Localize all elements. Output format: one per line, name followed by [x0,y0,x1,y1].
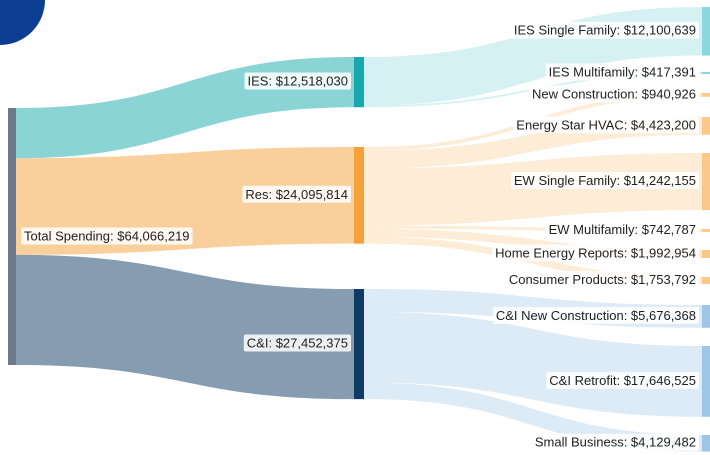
node-label: Energy Star HVAC: $4,423,200 [516,117,696,132]
node [702,117,710,135]
label-background [510,21,699,39]
label-background [244,72,351,90]
label-background [242,185,351,203]
node [702,277,710,285]
node [702,229,710,232]
node-label: Small Business: $4,129,482 [535,435,696,450]
link [364,311,702,417]
label-background [545,63,699,81]
node [354,289,364,400]
node [702,346,710,417]
node [354,57,364,108]
label-background [513,116,699,134]
label-background [510,172,699,190]
label-background [492,244,699,262]
node-label: EW Multifamily: $742,787 [549,222,696,237]
node-label: Home Energy Reports: $1,992,954 [495,245,696,260]
corner-badge [0,0,45,45]
node [8,108,16,365]
label-background [546,371,699,389]
nodes [8,7,710,452]
node [354,147,364,244]
node-label: IES Single Family: $12,100,639 [514,23,696,38]
link [16,254,354,400]
node [702,305,710,328]
link [16,57,354,159]
label-background [492,306,699,324]
node [702,7,710,56]
node-label: New Construction: $940,926 [532,86,696,101]
node-label: EW Single Family: $14,242,155 [514,173,696,188]
label-background [545,220,699,238]
label-background [21,227,193,245]
node-label: C&I New Construction: $5,676,368 [496,308,696,323]
label-background [531,433,699,451]
label-background [528,85,699,103]
node [702,153,710,211]
node-label: Total Spending: $64,066,219 [24,228,190,243]
node-label: IES: $12,518,030 [248,74,348,89]
node [702,250,710,258]
node [702,72,710,74]
node [702,435,710,452]
node [702,93,710,97]
node-label: IES Multifamily: $417,391 [549,64,696,79]
labels: Total Spending: $64,066,219 IES: $12,518,… [21,21,699,451]
label-background [505,270,699,288]
node-label: C&I Retrofit: $17,646,525 [549,373,696,388]
node-label: C&I: $27,452,375 [247,335,348,350]
node-label: Consumer Products: $1,753,792 [509,272,696,287]
link [364,153,702,226]
label-background [243,334,351,352]
node-label: Res: $24,095,814 [245,187,348,202]
